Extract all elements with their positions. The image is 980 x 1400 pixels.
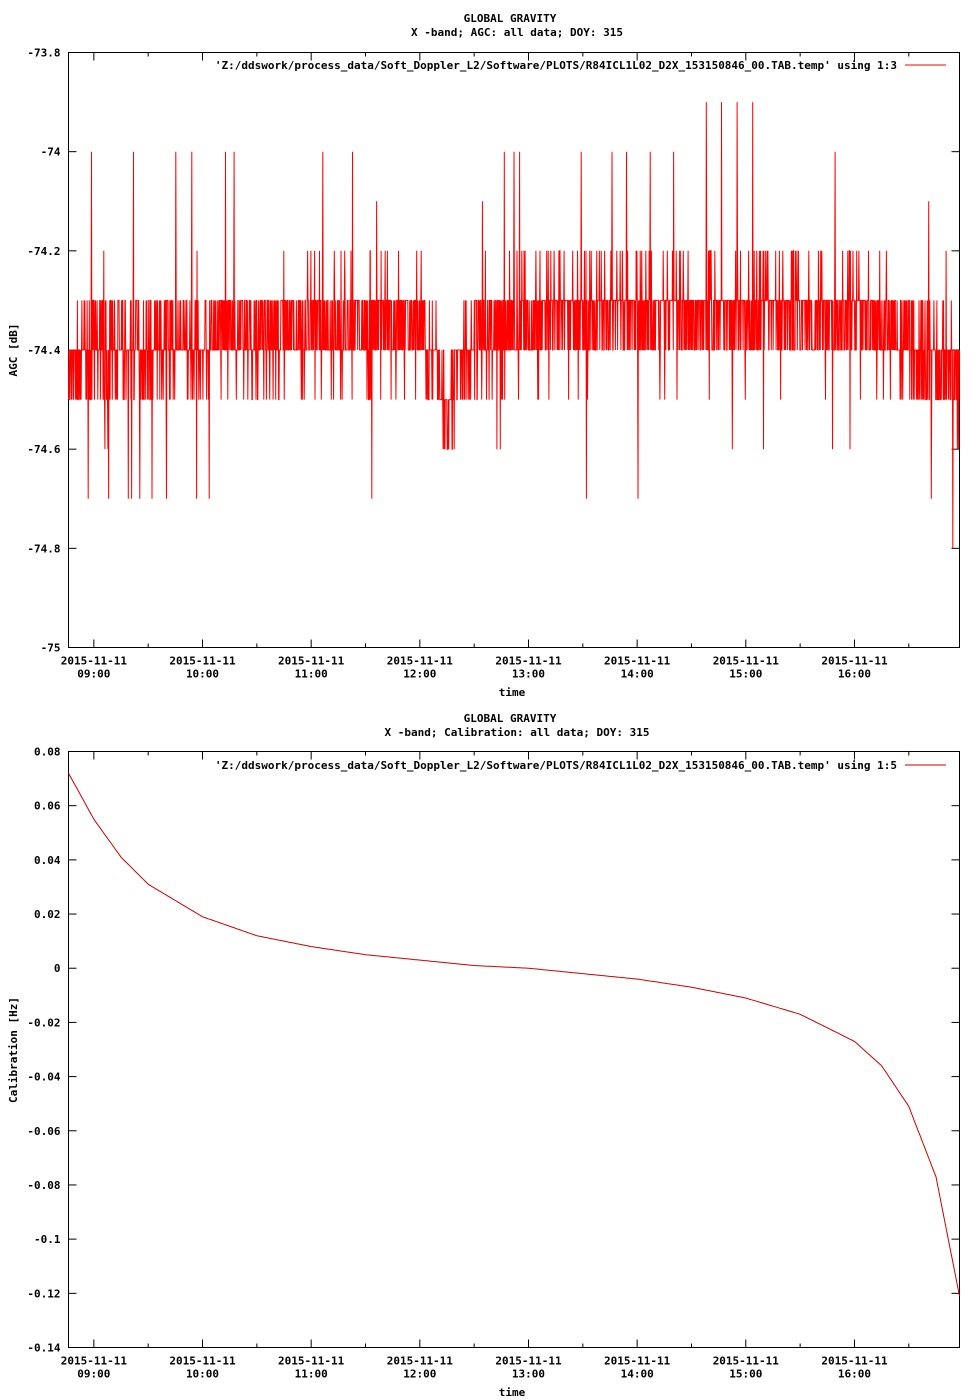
calibration-y-tick-label: 0.02 [34, 908, 61, 921]
agc-x-tick-time: 09:00 [77, 668, 110, 681]
calibration-x-tick-date: 2015-11-11 [387, 1355, 454, 1368]
calibration-y-tick-label: -0.04 [27, 1071, 60, 1084]
calibration-x-tick-time: 13:00 [512, 1368, 545, 1381]
calibration-series-line [68, 772, 960, 1297]
calibration-plot-frame [68, 751, 960, 1348]
agc-y-tick-label: -74.2 [27, 245, 60, 258]
calibration-x-axis: 2015-11-1109:002015-11-1110:002015-11-11… [61, 751, 910, 1381]
calibration-x-tick-date: 2015-11-11 [821, 1355, 888, 1368]
calibration-y-tick-label: -0.06 [27, 1125, 60, 1138]
calibration-y-tick-label: -0.12 [27, 1287, 60, 1300]
agc-chart-title: GLOBAL GRAVITY [464, 12, 557, 25]
calibration-x-tick-time: 10:00 [186, 1368, 219, 1381]
agc-x-tick-time: 12:00 [403, 668, 436, 681]
agc-x-tick-date: 2015-11-11 [604, 655, 671, 668]
calibration-y-tick-label: -0.08 [27, 1179, 60, 1192]
agc-legend-label: 'Z:/ddswork/process_data/Soft_Doppler_L2… [215, 59, 897, 72]
calibration-x-tick-date: 2015-11-11 [495, 1355, 562, 1368]
agc-y-tick-label: -74 [41, 146, 61, 159]
calibration-x-axis-label: time [499, 1386, 526, 1399]
agc-y-axis: -75 -74.8 -74.6 -74.4 -74.2 -74 -73.8 [27, 47, 960, 655]
agc-x-tick-time: 16:00 [838, 668, 871, 681]
agc-y-tick-label: -74.6 [27, 443, 60, 456]
agc-x-tick-date: 2015-11-11 [821, 655, 888, 668]
calibration-x-tick-time: 09:00 [77, 1368, 110, 1381]
calibration-x-tick-time: 14:00 [621, 1368, 654, 1381]
agc-x-tick-date: 2015-11-11 [495, 655, 562, 668]
calibration-chart: GLOBAL GRAVITY X -band; Calibration: all… [7, 712, 960, 1399]
calibration-x-tick-date: 2015-11-11 [604, 1355, 671, 1368]
calibration-x-tick-date: 2015-11-11 [61, 1355, 128, 1368]
calibration-legend-label: 'Z:/ddswork/process_data/Soft_Doppler_L2… [215, 759, 897, 772]
agc-series-line [68, 102, 960, 549]
agc-y-tick-label: -74.8 [27, 542, 60, 555]
agc-x-tick-date: 2015-11-11 [169, 655, 236, 668]
calibration-x-tick-time: 16:00 [838, 1368, 871, 1381]
agc-x-axis-label: time [499, 686, 526, 699]
agc-x-tick-time: 11:00 [295, 668, 328, 681]
agc-x-tick-date: 2015-11-11 [61, 655, 128, 668]
calibration-y-tick-label: 0.06 [34, 800, 61, 813]
calibration-x-tick-time: 11:00 [295, 1368, 328, 1381]
agc-y-tick-label: -74.4 [27, 344, 60, 357]
calibration-y-tick-label: 0.08 [34, 746, 61, 759]
calibration-chart-subtitle: X -band; Calibration: all data; DOY: 315 [385, 726, 650, 739]
agc-chart: GLOBAL GRAVITY X -band; AGC: all data; D… [7, 12, 960, 699]
calibration-y-axis: -0.14 -0.12 -0.1 -0.08 -0.06 -0.04 -0.02 0 0.02 0… [27, 746, 960, 1355]
agc-y-tick-label: -73.8 [27, 47, 60, 60]
agc-x-tick-time: 13:00 [512, 668, 545, 681]
calibration-x-tick-date: 2015-11-11 [713, 1355, 780, 1368]
calibration-x-tick-date: 2015-11-11 [278, 1355, 345, 1368]
agc-x-tick-time: 14:00 [621, 668, 654, 681]
agc-x-tick-time: 10:00 [186, 668, 219, 681]
agc-y-axis-label: AGC [dB] [7, 324, 20, 377]
calibration-y-tick-label: -0.02 [27, 1016, 60, 1029]
agc-x-axis: 2015-11-1109:002015-11-1110:002015-11-11… [61, 52, 910, 681]
calibration-y-tick-label: 0.04 [34, 854, 61, 867]
calibration-y-tick-label: -0.1 [34, 1233, 61, 1246]
agc-series-path [68, 102, 960, 549]
calibration-y-tick-label: 0 [54, 962, 61, 975]
calibration-y-tick-label: -0.14 [27, 1342, 60, 1355]
calibration-chart-title: GLOBAL GRAVITY [464, 712, 557, 725]
calibration-x-tick-date: 2015-11-11 [169, 1355, 236, 1368]
agc-x-tick-time: 15:00 [729, 668, 762, 681]
agc-y-tick-label: -75 [41, 642, 61, 655]
calibration-y-axis-label: Calibration [Hz] [7, 997, 20, 1103]
agc-x-tick-date: 2015-11-11 [278, 655, 345, 668]
agc-x-tick-date: 2015-11-11 [713, 655, 780, 668]
calibration-x-tick-time: 15:00 [729, 1368, 762, 1381]
agc-chart-subtitle: X -band; AGC: all data; DOY: 315 [411, 26, 623, 39]
calibration-x-tick-time: 12:00 [403, 1368, 436, 1381]
calibration-series-path [68, 772, 960, 1297]
agc-x-tick-date: 2015-11-11 [387, 655, 454, 668]
